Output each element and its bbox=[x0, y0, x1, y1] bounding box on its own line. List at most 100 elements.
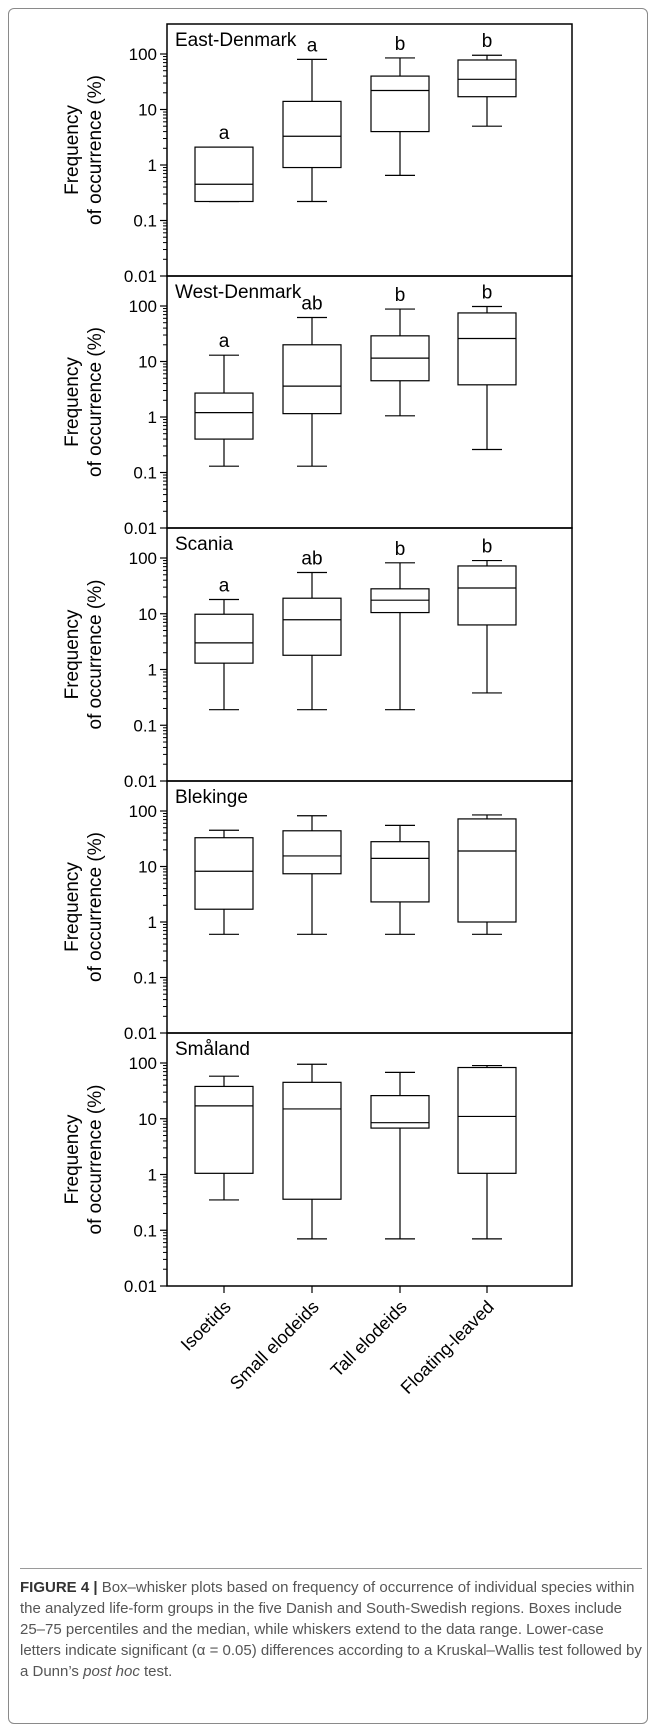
y-tick-label: 1 bbox=[148, 1166, 157, 1185]
panel-2: 100 10 1 0.1 0.01 Frequency of occurrence (%) S… bbox=[62, 527, 573, 791]
iqr-box bbox=[282, 344, 342, 415]
x-category-label: Isoetids bbox=[177, 1297, 235, 1355]
box-plot-0: a bbox=[194, 331, 254, 467]
significance-letter: ab bbox=[301, 294, 322, 315]
x-category-label: Floating-leaved bbox=[397, 1297, 498, 1398]
y-axis-label: Frequency bbox=[62, 1114, 83, 1204]
panel-frame bbox=[166, 1032, 573, 1287]
iqr-box bbox=[457, 312, 517, 386]
y-tick-label: 10 bbox=[138, 605, 157, 624]
y-tick-label: 0.1 bbox=[133, 716, 157, 735]
box-plot-3: b bbox=[457, 31, 517, 127]
x-category-label: Tall elodeids bbox=[327, 1297, 411, 1381]
caption-text: Box–whisker plots based on frequency of … bbox=[20, 1579, 642, 1680]
panel-title: Småland bbox=[175, 1039, 250, 1060]
caption-figure-label: FIGURE 4 | bbox=[20, 1579, 98, 1596]
significance-letter: a bbox=[307, 35, 318, 56]
y-tick-label: 1 bbox=[148, 913, 157, 932]
y-axis-label: of occurrence (%) bbox=[85, 327, 106, 477]
box-plot-3: b bbox=[457, 537, 517, 694]
significance-letter: b bbox=[482, 31, 493, 52]
box-plot-2 bbox=[370, 1071, 430, 1240]
box-plot-0: a bbox=[194, 123, 254, 203]
panel-4: 100 10 1 0.1 0.01 Frequency of occurrence (%) S… bbox=[62, 1032, 573, 1398]
box-plot-1: a bbox=[282, 35, 342, 203]
y-tick-label: 1 bbox=[148, 661, 157, 680]
y-tick-label: 0.01 bbox=[124, 267, 157, 286]
box-plot-3: b bbox=[457, 282, 517, 451]
significance-letter: a bbox=[219, 123, 230, 144]
y-tick-label: 0.1 bbox=[133, 969, 157, 988]
box-plot-1 bbox=[282, 815, 342, 935]
iqr-box bbox=[457, 59, 517, 98]
y-tick-label: 100 bbox=[129, 1054, 157, 1073]
y-tick-label: 100 bbox=[129, 802, 157, 821]
y-tick-label: 0.01 bbox=[124, 1024, 157, 1043]
significance-letter: b bbox=[482, 537, 493, 558]
figure-caption: FIGURE 4 | Box–whisker plots based on fr… bbox=[20, 1568, 642, 1682]
figure-frame bbox=[8, 8, 648, 1724]
y-tick-label: 0.01 bbox=[124, 772, 157, 791]
caption-text-end: test. bbox=[139, 1663, 173, 1680]
panel-title: Blekinge bbox=[175, 787, 248, 808]
y-tick-label: 1 bbox=[148, 408, 157, 427]
significance-letter: a bbox=[219, 331, 230, 352]
iqr-box bbox=[457, 818, 517, 923]
y-tick-label: 0.1 bbox=[133, 464, 157, 483]
y-tick-label: 10 bbox=[138, 1110, 157, 1129]
y-tick-label: 0.01 bbox=[124, 519, 157, 538]
significance-letter: b bbox=[395, 539, 406, 560]
significance-letter: ab bbox=[301, 548, 322, 569]
box-plot-2: b bbox=[370, 539, 430, 711]
y-axis-label: of occurrence (%) bbox=[85, 75, 106, 225]
y-tick-label: 10 bbox=[138, 353, 157, 372]
significance-letter: b bbox=[482, 282, 493, 303]
iqr-box bbox=[282, 830, 342, 875]
y-axis-label: of occurrence (%) bbox=[85, 832, 106, 982]
y-tick-label: 10 bbox=[138, 858, 157, 877]
iqr-box bbox=[457, 565, 517, 626]
box-plot-0 bbox=[194, 1075, 254, 1201]
box-plot-1 bbox=[282, 1063, 342, 1240]
y-axis-label: Frequency bbox=[62, 357, 83, 447]
y-tick-label: 100 bbox=[129, 549, 157, 568]
box-plot-1: ab bbox=[282, 548, 342, 711]
iqr-box bbox=[370, 75, 430, 133]
box-plot-0: a bbox=[194, 576, 254, 711]
y-tick-label: 10 bbox=[138, 101, 157, 120]
significance-letter: a bbox=[219, 576, 230, 597]
iqr-box bbox=[282, 100, 342, 169]
box-plot-3 bbox=[457, 814, 517, 935]
iqr-box bbox=[194, 146, 254, 203]
panel-3: 100 10 1 0.1 0.01 Frequency of occurrence (%) B… bbox=[62, 780, 573, 1043]
iqr-box bbox=[194, 392, 254, 440]
iqr-box bbox=[194, 1085, 254, 1174]
iqr-box bbox=[457, 1066, 517, 1174]
y-tick-label: 1 bbox=[148, 156, 157, 175]
panel-0: 100 10 1 0.1 0.01 Frequency of occurrence (%) E… bbox=[62, 23, 573, 286]
iqr-box bbox=[194, 837, 254, 910]
y-tick-label: 0.01 bbox=[124, 1277, 157, 1296]
y-axis-label: Frequency bbox=[62, 862, 83, 952]
box-plot-3 bbox=[457, 1064, 517, 1240]
iqr-box bbox=[370, 841, 430, 903]
box-plot-2: b bbox=[370, 285, 430, 417]
y-axis-label: of occurrence (%) bbox=[85, 1085, 106, 1235]
y-axis-label: Frequency bbox=[62, 105, 83, 195]
panel-title: Scania bbox=[175, 534, 234, 555]
box-plot-0 bbox=[194, 829, 254, 935]
significance-letter: b bbox=[395, 34, 406, 55]
iqr-box bbox=[194, 613, 254, 664]
y-tick-label: 100 bbox=[129, 297, 157, 316]
y-tick-label: 0.1 bbox=[133, 1221, 157, 1240]
panel-title: West-Denmark bbox=[175, 282, 302, 303]
y-tick-label: 100 bbox=[129, 45, 157, 64]
iqr-box bbox=[282, 1081, 342, 1200]
panel-1: 100 10 1 0.1 0.01 Frequency of occurrence (%) W… bbox=[62, 275, 573, 538]
panel-title: East-Denmark bbox=[175, 30, 297, 51]
box-plot-1: ab bbox=[282, 294, 342, 467]
x-category-label: Small elodeids bbox=[226, 1297, 323, 1394]
y-axis-label: Frequency bbox=[62, 609, 83, 699]
caption-italic: post hoc bbox=[83, 1663, 140, 1680]
